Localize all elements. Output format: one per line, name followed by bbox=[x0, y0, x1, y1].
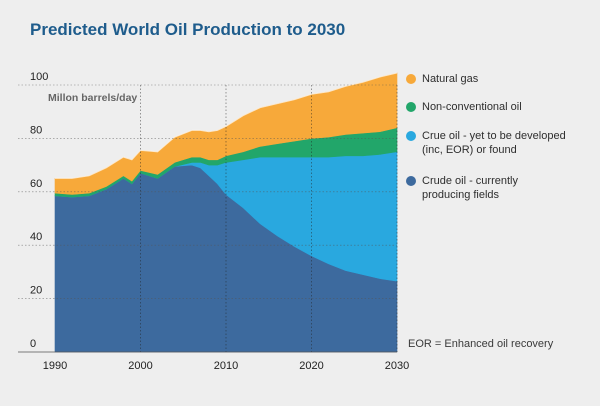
y-tick-label: 40 bbox=[30, 231, 42, 243]
y-tick-label: 60 bbox=[30, 178, 42, 190]
area-top-outline bbox=[55, 72, 398, 179]
legend-swatch bbox=[406, 74, 416, 84]
x-tick-label: 2000 bbox=[128, 360, 152, 372]
gridlines bbox=[18, 84, 398, 352]
y-tick-label: 20 bbox=[30, 285, 42, 297]
chart-title: Predicted World Oil Production to 2030 bbox=[30, 20, 346, 39]
legend-label: Non-conventional oil bbox=[422, 101, 522, 113]
axes: 0 20 40 60 80 100 1990 2000 2010 2020 2030 bbox=[18, 71, 409, 372]
legend-label: Natural gas bbox=[422, 73, 479, 85]
legend-label: Crue oil - yet to be developed (inc, EOR… bbox=[422, 130, 566, 156]
y-tick-label: 0 bbox=[30, 338, 36, 350]
legend-swatch bbox=[406, 176, 416, 186]
x-tick-label: 2030 bbox=[385, 360, 409, 372]
x-tick-label: 1990 bbox=[43, 360, 67, 372]
legend-label: Crude oil - currently producing fields bbox=[422, 175, 518, 201]
legend-swatch bbox=[406, 131, 416, 141]
y-axis-label: Millon barrels/day bbox=[48, 92, 137, 104]
x-tick-label: 2010 bbox=[214, 360, 238, 372]
y-tick-label: 100 bbox=[30, 71, 48, 83]
eor-note: EOR = Enhanced oil recovery bbox=[408, 338, 554, 350]
x-tick-label: 2020 bbox=[299, 360, 323, 372]
y-tick-label: 80 bbox=[30, 124, 42, 136]
legend-swatch bbox=[406, 102, 416, 112]
